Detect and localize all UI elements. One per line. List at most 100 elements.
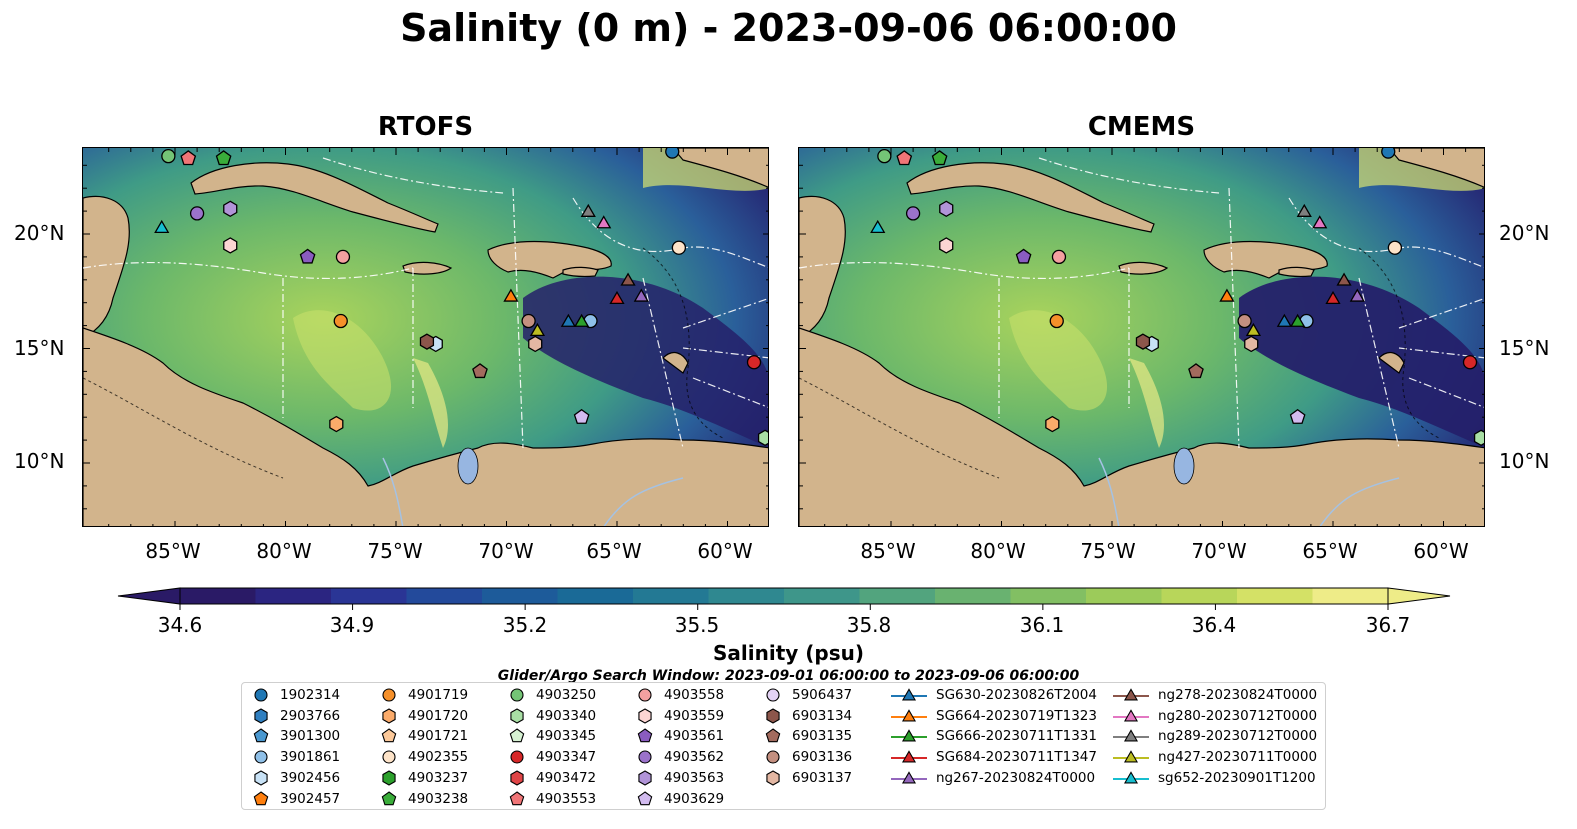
salinity-map-rtofs[interactable] bbox=[83, 148, 769, 527]
legend-label: 4903553 bbox=[536, 790, 597, 807]
observation-marker-1902314[interactable] bbox=[1381, 148, 1396, 159]
observation-marker-ng427-20230711T0000[interactable] bbox=[1245, 322, 1262, 337]
observation-marker-4903558[interactable] bbox=[1051, 249, 1067, 265]
observation-marker-4901720[interactable] bbox=[1045, 415, 1060, 433]
colorbar-outline bbox=[179, 587, 1389, 605]
colorbar-segment bbox=[557, 588, 634, 604]
observation-marker-4903562[interactable] bbox=[189, 206, 205, 221]
legend-item: 3901861 bbox=[250, 747, 340, 767]
observation-marker-4903629[interactable] bbox=[573, 408, 590, 424]
salinity-colorbar bbox=[117, 587, 1451, 610]
lon-tick-label: 85°W bbox=[860, 539, 916, 563]
legend-label: SG664-20230719T1323 bbox=[936, 707, 1097, 724]
observation-marker-ng267-20230824T0000[interactable] bbox=[1349, 288, 1365, 302]
observation-marker-4901720[interactable] bbox=[329, 415, 344, 433]
hexagon-marker-icon bbox=[382, 708, 396, 724]
legend-label: ng278-20230824T0000 bbox=[1158, 687, 1318, 703]
observation-marker-4903563[interactable] bbox=[939, 200, 954, 218]
observation-marker-ng289-20230712T0000[interactable] bbox=[1296, 203, 1312, 217]
observation-marker-4903553[interactable] bbox=[896, 150, 913, 166]
observation-marker-SG630-20230826T2004[interactable] bbox=[1276, 313, 1292, 327]
eez-boundary bbox=[692, 377, 768, 408]
observation-marker-4903561[interactable] bbox=[299, 248, 316, 264]
observation-marker-sg652-20230901T1200[interactable] bbox=[870, 219, 886, 234]
observation-marker-4903563[interactable] bbox=[223, 200, 238, 218]
colorbar-tick-label: 34.9 bbox=[329, 613, 375, 637]
eez-boundary bbox=[1038, 157, 1220, 194]
observation-marker-SG666-20230711T1331[interactable] bbox=[1290, 313, 1306, 327]
observation-marker-ng280-20230712T0000[interactable] bbox=[1312, 215, 1328, 229]
observation-marker-6903136[interactable] bbox=[1237, 313, 1252, 329]
observation-marker-4902355[interactable] bbox=[1387, 240, 1403, 255]
observation-marker-ng289-20230712T0000[interactable] bbox=[580, 203, 596, 217]
observation-marker-ng267-20230824T0000[interactable] bbox=[633, 288, 649, 302]
observation-marker-6903137[interactable] bbox=[528, 335, 543, 353]
map-panel-rtofs[interactable] bbox=[82, 147, 769, 527]
observation-marker-4903347[interactable] bbox=[746, 355, 762, 370]
observation-marker-4903250[interactable] bbox=[161, 148, 176, 164]
observation-marker-4903562[interactable] bbox=[905, 206, 921, 221]
eez-boundary bbox=[1408, 377, 1484, 408]
border-line bbox=[83, 377, 284, 479]
lake-maracaibo bbox=[457, 447, 479, 485]
observation-marker-ng278-20230824T0000[interactable] bbox=[1336, 272, 1352, 286]
observation-marker-4903559[interactable] bbox=[223, 237, 238, 254]
triangle-marker-icon bbox=[1113, 729, 1149, 742]
observation-marker-6903137[interactable] bbox=[1244, 335, 1259, 353]
observation-marker-sg652-20230901T1200[interactable] bbox=[154, 219, 170, 234]
observation-marker-SG684-20230711T1347[interactable] bbox=[1325, 290, 1341, 304]
legend-label: 4903347 bbox=[536, 749, 597, 766]
eez-boundary bbox=[642, 277, 684, 449]
observation-marker-4903559[interactable] bbox=[939, 237, 954, 254]
observation-marker-4903347[interactable] bbox=[1462, 355, 1478, 370]
lon-tick-label: 65°W bbox=[1302, 539, 1358, 563]
hexagon-marker-icon bbox=[254, 770, 268, 786]
map-panel-cmems[interactable] bbox=[798, 147, 1485, 527]
observation-marker-6903134[interactable] bbox=[1135, 333, 1151, 350]
observation-marker-6903134[interactable] bbox=[419, 333, 435, 350]
eez-boundary bbox=[1228, 187, 1240, 449]
observation-marker-4903340[interactable] bbox=[757, 429, 769, 447]
observation-marker-4903553[interactable] bbox=[180, 150, 197, 166]
observation-marker-6903135[interactable] bbox=[472, 363, 488, 379]
observation-marker-4903629[interactable] bbox=[1289, 408, 1306, 424]
observation-marker-4903250[interactable] bbox=[877, 148, 892, 164]
observation-marker-4903238[interactable] bbox=[931, 150, 948, 166]
observation-marker-ng427-20230711T0000[interactable] bbox=[529, 322, 546, 337]
observation-marker-6903136[interactable] bbox=[521, 313, 536, 329]
observation-marker-SG664-20230719T1323[interactable] bbox=[503, 288, 519, 302]
circle-marker-icon bbox=[382, 750, 396, 764]
lon-tick-label: 80°W bbox=[970, 539, 1026, 563]
triangle-marker-icon bbox=[1113, 750, 1149, 763]
observation-marker-SG666-20230711T1331[interactable] bbox=[574, 313, 590, 327]
triangle-marker-icon bbox=[1113, 771, 1149, 784]
legend-label: 4903563 bbox=[664, 769, 725, 786]
observation-marker-4902355[interactable] bbox=[671, 240, 687, 255]
circle-marker-icon bbox=[382, 688, 396, 702]
land-central bbox=[799, 327, 1484, 526]
observation-marker-4903558[interactable] bbox=[335, 249, 351, 265]
observation-marker-ng278-20230824T0000[interactable] bbox=[620, 272, 636, 286]
colorbar-extend-high bbox=[1387, 587, 1451, 605]
observation-marker-6903135[interactable] bbox=[1188, 363, 1204, 379]
colorbar-tick-label: 35.2 bbox=[502, 613, 548, 637]
legend-item: ng278-20230824T0000 bbox=[1112, 685, 1317, 705]
colorbar-segment bbox=[406, 588, 483, 604]
legend-label: 6903134 bbox=[792, 707, 853, 724]
observation-marker-ng280-20230712T0000[interactable] bbox=[596, 215, 612, 229]
observation-marker-SG684-20230711T1347[interactable] bbox=[609, 290, 625, 304]
hexagon-marker-icon bbox=[766, 708, 780, 724]
pentagon-marker-icon bbox=[253, 790, 269, 805]
observation-marker-4903238[interactable] bbox=[215, 150, 232, 166]
legend-item: 4903340 bbox=[506, 706, 596, 726]
observation-marker-4903561[interactable] bbox=[1015, 248, 1032, 264]
observation-marker-4901719[interactable] bbox=[1049, 313, 1064, 329]
observation-marker-4901719[interactable] bbox=[333, 313, 348, 329]
observation-marker-4903340[interactable] bbox=[1473, 429, 1485, 447]
observation-marker-SG664-20230719T1323[interactable] bbox=[1219, 288, 1235, 302]
circle-marker-icon bbox=[766, 688, 780, 702]
salinity-map-cmems[interactable] bbox=[799, 148, 1485, 527]
observation-marker-SG630-20230826T2004[interactable] bbox=[560, 313, 576, 327]
observation-marker-1902314[interactable] bbox=[665, 148, 680, 159]
legend-label: 4903558 bbox=[664, 687, 725, 703]
